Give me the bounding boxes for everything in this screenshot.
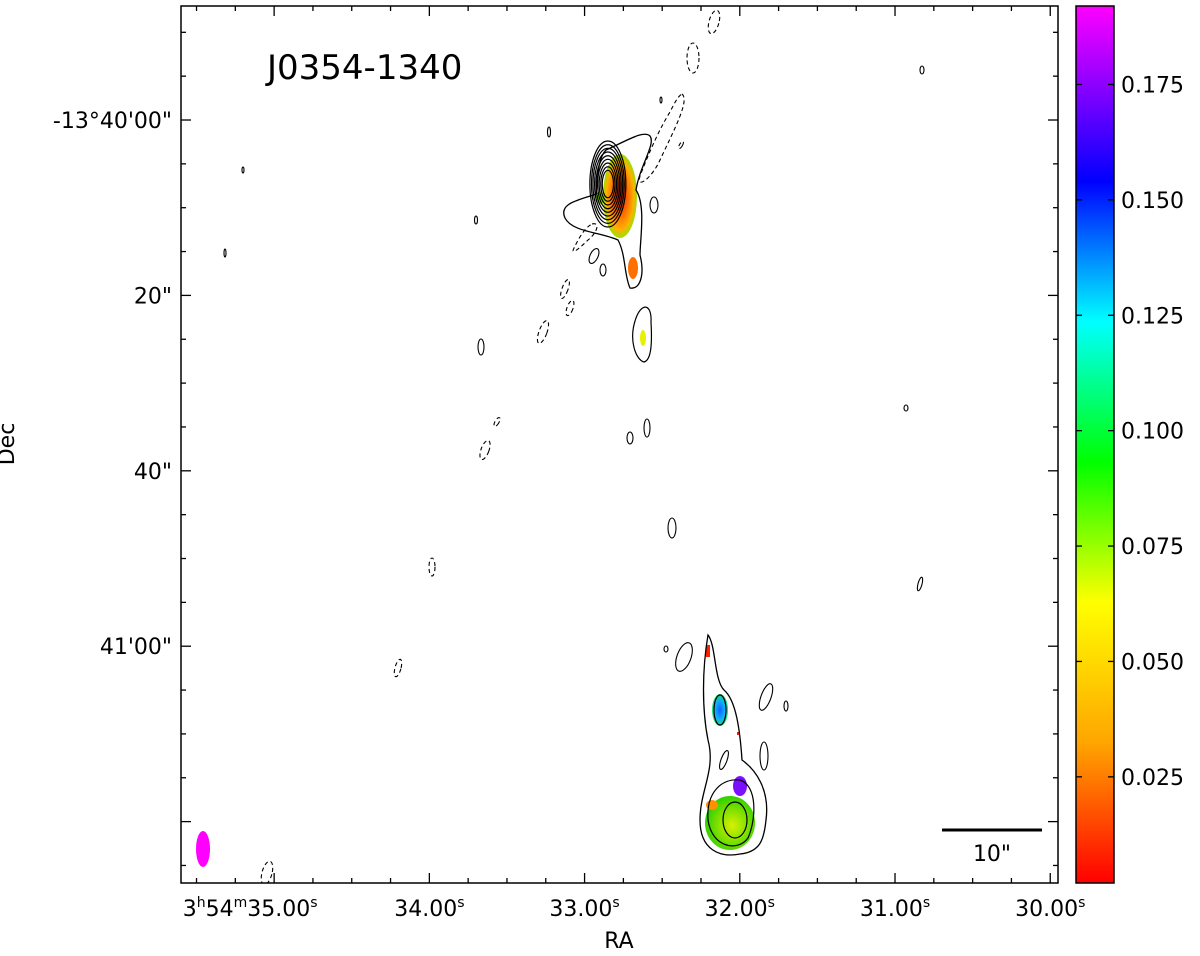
jet-knot-orange xyxy=(628,257,638,279)
colorbar-tick-label: 0.150 xyxy=(1121,189,1184,214)
colorbar xyxy=(1075,5,1115,884)
core-contour-level xyxy=(595,155,621,213)
core-outer-contour xyxy=(563,133,652,289)
core-contour-level xyxy=(590,144,625,224)
source-title: J0354-1340 xyxy=(265,48,462,88)
x-tick-label: 31.00s xyxy=(860,895,930,922)
x-tick-label: 30.00s xyxy=(1015,895,1085,922)
core-contour-level xyxy=(600,166,616,202)
x-tick-label: 3h54m35.00s xyxy=(183,895,318,922)
colorbar-tick-label: 0.075 xyxy=(1121,535,1184,560)
core-contour-level xyxy=(598,162,618,206)
core-contour-level xyxy=(589,140,627,228)
core-contour-level xyxy=(593,151,622,217)
lobe-inner-contour xyxy=(707,779,755,847)
lobe-red-pixel-top xyxy=(706,645,710,657)
lobe-knot xyxy=(712,694,728,726)
x-axis-label: RA xyxy=(604,929,633,954)
lobe-peak-contour xyxy=(722,801,748,839)
lobe-emission xyxy=(705,796,755,850)
x-axis-ticks: 3h54m35.00s 34.00s 33.00s 32.00s 31.00s 30.00… xyxy=(183,6,1085,922)
y-axis-label: Dec xyxy=(0,423,20,466)
colorbar-tick-label: 0.025 xyxy=(1121,766,1184,791)
plot-area xyxy=(180,5,1059,884)
core-contours xyxy=(589,140,627,228)
x-tick-label: 34.00s xyxy=(394,895,464,922)
y-tick-label: -13°40'00" xyxy=(53,109,172,134)
colorbar-tick-label: 0.050 xyxy=(1121,650,1184,675)
x-tick-label: 33.00s xyxy=(549,895,619,922)
colorbar-tick-label: 0.175 xyxy=(1121,73,1184,98)
colorbar-tick-label: 0.100 xyxy=(1121,420,1184,445)
y-tick-label: 40" xyxy=(134,460,172,485)
knot-contour xyxy=(713,694,727,726)
colorbar-ticks: 0.175 0.150 0.125 0.100 0.075 0.050 0.025 xyxy=(1076,73,1184,791)
y-axis-ticks: -13°40'00" 20" 40" 41'00" xyxy=(53,31,1058,867)
colorbar-tick-label: 0.125 xyxy=(1121,304,1184,329)
jet-knot-yellow xyxy=(640,330,646,346)
jet-lower-contour xyxy=(632,306,653,363)
map-content: 10" xyxy=(196,9,1042,883)
x-tick-label: 32.00s xyxy=(705,895,775,922)
noise-contours-solid xyxy=(223,65,925,771)
lobe-red-pixel xyxy=(737,732,740,735)
lobe-purple-spot xyxy=(733,776,747,796)
y-tick-label: 41'00" xyxy=(100,635,172,660)
beam-ellipse xyxy=(196,831,210,867)
lobe-outer-contour xyxy=(699,633,768,856)
y-tick-label: 20" xyxy=(134,284,172,309)
core-contour-level xyxy=(601,169,615,199)
scale-bar-label: 10" xyxy=(973,842,1011,867)
core-contour-level xyxy=(597,158,619,210)
core-contour-level xyxy=(592,147,624,221)
